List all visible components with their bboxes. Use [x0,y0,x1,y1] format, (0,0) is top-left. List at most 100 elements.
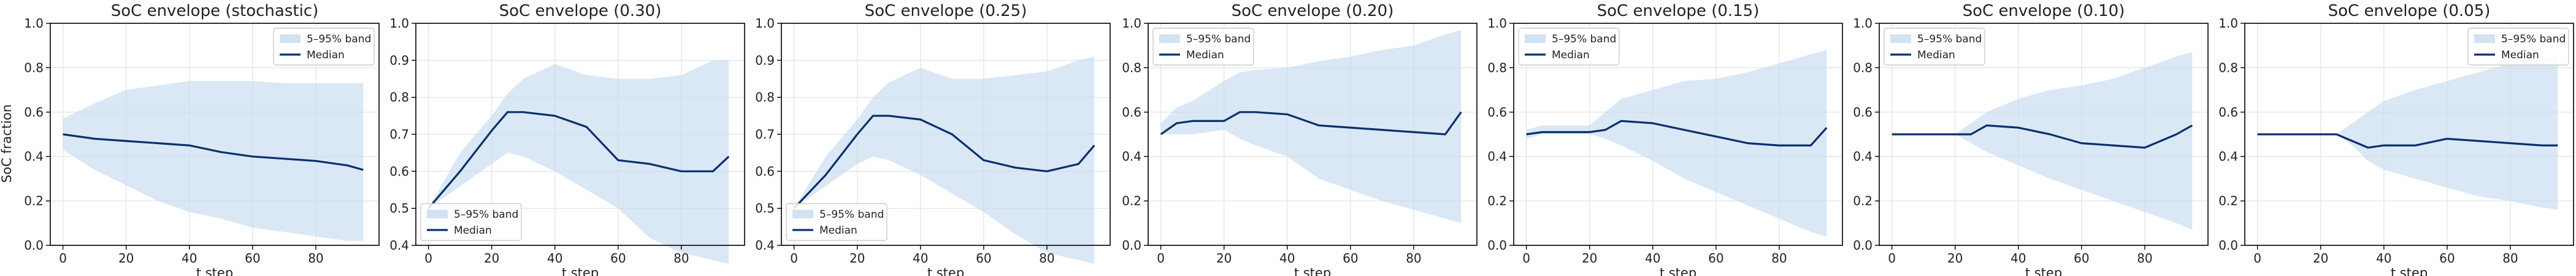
x-axis-label: t step [2391,266,2428,276]
x-axis-label: t step [1294,266,1331,276]
median-line [1892,124,2193,149]
x-tick-label: 0 [1522,251,1530,266]
y-tick-label: 0.6 [755,164,775,178]
chart-panel-3: 0 20 40 60 80 0.0 0.2 0.4 0.6 0.8 1.0 SoC envelope … [1122,2,1478,276]
y-tick-label: 0.2 [2218,194,2238,209]
y-tick-label: 0.7 [755,127,775,142]
chart-title: SoC envelope (0.10) [1963,2,2125,20]
legend-median-label: Median [454,224,492,237]
x-axis-label: t step [196,266,233,276]
x-tick-label: 0 [1157,251,1165,266]
y-tick-label: 0.0 [1853,238,1873,253]
y-tick-label: 0.9 [389,53,409,67]
y-tick-label: 0.8 [389,90,409,105]
legend: 5–95% band Median [273,28,375,66]
legend-band-label: 5–95% band [1186,33,1251,45]
y-tick-label: 1.0 [389,16,409,31]
median-line [2257,133,2558,149]
y-tick-label: 0.2 [1122,194,1141,209]
x-tick-label: 0 [1888,251,1896,266]
chart-panel-0: 0 20 40 60 80 0.0 0.2 0.4 0.6 0.8 1.0 SoC envelope … [24,2,380,276]
y-tick-label: 1.0 [1487,16,1507,31]
y-tick-label: 0.8 [1853,60,1873,75]
x-tick-label: 80 [2137,251,2152,266]
legend-band-swatch [1890,34,1911,43]
legend-band-swatch [1159,34,1180,43]
chart-title: SoC envelope (0.05) [2328,2,2491,20]
y-tick-label: 0.5 [389,201,409,216]
y-tick-label: 0.4 [24,149,44,164]
chart-panel-5: 0 20 40 60 80 0.0 0.2 0.4 0.6 0.8 1.0 SoC envelope … [1853,2,2209,276]
x-tick-label: 20 [484,251,499,266]
legend-median-label: Median [2501,49,2539,61]
legend-band-label: 5–95% band [819,209,884,221]
x-tick-label: 80 [1771,251,1787,266]
y-tick-label: 0.6 [1487,105,1507,120]
legend-band-swatch [427,210,448,218]
x-tick-label: 0 [2253,251,2261,266]
chart-title: SoC envelope (stochastic) [111,2,318,20]
band-area [794,56,1095,264]
band-area [2257,56,2558,210]
y-tick-label: 0.4 [1487,149,1507,164]
y-tick-label: 0.2 [24,194,44,209]
y-tick-label: 1.0 [755,16,775,31]
chart-title: SoC envelope (0.15) [1597,2,1760,20]
median-line [1526,120,1828,147]
plot-frame [50,23,380,246]
y-tick-label: 0.8 [24,60,44,75]
y-tick-label: 0.6 [1122,105,1141,120]
y-tick-label: 0.8 [2218,60,2238,75]
y-tick-label: 0.8 [1122,60,1141,75]
median-line [427,111,730,209]
x-tick-label: 60 [2074,251,2089,266]
x-axis-label: t step [562,266,599,276]
x-tick-label: 40 [1279,251,1295,266]
legend-median-label: Median [1917,49,1955,61]
plot-frame [1513,23,1843,246]
y-tick-label: 1.0 [1853,16,1873,31]
legend-band-label: 5–95% band [2501,33,2566,45]
legend-band-swatch [792,210,813,218]
y-tick-label: 0.0 [24,238,44,253]
x-tick-label: 40 [2376,251,2391,266]
x-tick-label: 0 [59,251,67,266]
legend-median-label: Median [1186,49,1224,61]
x-tick-label: 20 [1582,251,1597,266]
legend-median-label: Median [1552,49,1590,61]
x-axis-label: t step [927,266,964,276]
band-area [63,81,364,241]
x-tick-label: 60 [1343,251,1358,266]
band-area [1892,52,2193,230]
x-tick-label: 40 [913,251,928,266]
chart-title: SoC envelope (0.20) [1232,2,1394,20]
legend: 5–95% band Median [1884,28,1985,66]
x-tick-label: 40 [2011,251,2026,266]
x-axis-label: t step [2025,266,2062,276]
x-tick-label: 80 [673,251,689,266]
x-tick-label: 80 [1406,251,1421,266]
chart-title: SoC envelope (0.25) [865,2,1027,20]
x-tick-label: 0 [424,251,432,266]
y-tick-label: 0.4 [1122,149,1141,164]
x-tick-label: 80 [1039,251,1054,266]
x-tick-label: 60 [2439,251,2455,266]
y-tick-label: 0.4 [1853,149,1873,164]
y-tick-label: 0.8 [1487,60,1507,75]
median-line [63,133,364,171]
x-tick-label: 60 [1708,251,1723,266]
y-tick-label: 0.5 [755,201,775,216]
legend-band-swatch [2474,34,2495,43]
legend: 5–95% band Median [786,203,887,241]
y-tick-label: 0.0 [1487,238,1507,253]
y-tick-label: 0.6 [2218,105,2238,120]
band-area [428,60,729,264]
band-area [1526,50,1827,237]
chart-panel-2: 0 20 40 60 80 0.4 0.5 0.6 0.7 0.8 0.9 1.0 SoC envelo… [755,2,1111,276]
y-tick-label: 0.9 [755,53,775,67]
legend-band-label: 5–95% band [454,209,518,221]
plot-frame [1148,23,1478,246]
x-tick-label: 40 [182,251,197,266]
x-tick-label: 20 [1947,251,1963,266]
